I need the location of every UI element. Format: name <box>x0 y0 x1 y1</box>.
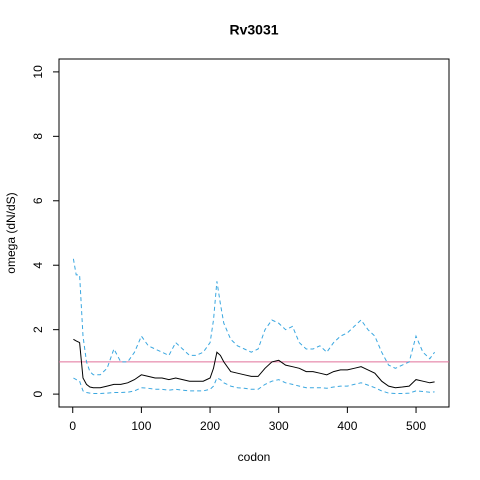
x-axis-label: codon <box>238 450 271 464</box>
y-tick-label: 8 <box>31 133 45 140</box>
x-tick-label: 300 <box>269 419 289 433</box>
series-line <box>73 338 435 389</box>
series-line <box>73 377 435 394</box>
x-tick-label: 500 <box>406 419 426 433</box>
x-tick-label: 400 <box>337 419 357 433</box>
y-tick-label: 2 <box>31 326 45 333</box>
x-tick-label: 100 <box>131 419 151 433</box>
y-tick-label: 6 <box>31 197 45 204</box>
y-tick-label: 0 <box>31 390 45 397</box>
y-axis-label: omega (dN/dS) <box>4 192 18 273</box>
y-tick-label: 10 <box>31 65 45 79</box>
chart-title: Rv3031 <box>229 22 278 38</box>
y-tick-label: 4 <box>31 262 45 269</box>
x-tick-label: 0 <box>69 419 76 433</box>
series-line <box>72 258 436 376</box>
plot-frame <box>58 58 450 408</box>
x-tick-label: 200 <box>200 419 220 433</box>
